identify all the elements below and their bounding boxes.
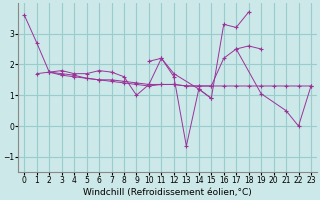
X-axis label: Windchill (Refroidissement éolien,°C): Windchill (Refroidissement éolien,°C)	[83, 188, 252, 197]
